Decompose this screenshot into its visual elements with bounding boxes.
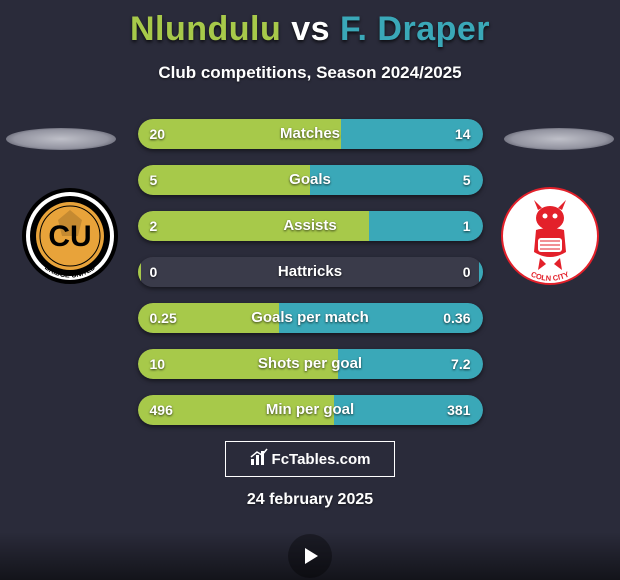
stat-label: Shots per goal <box>138 349 483 379</box>
comparison-title: Nlundulu vs F. Draper <box>0 0 620 49</box>
subtitle: Club competitions, Season 2024/2025 <box>0 63 620 83</box>
svg-text:CU: CU <box>48 220 91 253</box>
vs-separator: vs <box>291 10 330 48</box>
video-overlay <box>0 532 620 580</box>
cambridge-united-badge: CU BRIDGE UNITED <box>20 186 120 286</box>
fctables-logo[interactable]: FcTables.com <box>225 441 395 477</box>
stat-label: Goals <box>138 165 483 195</box>
stat-row: 107.2Shots per goal <box>138 349 483 379</box>
stat-row: 2014Matches <box>138 119 483 149</box>
lincoln-city-badge: COLN CITY <box>500 186 600 286</box>
chart-icon <box>250 448 268 471</box>
stat-row: 55Goals <box>138 165 483 195</box>
stat-row: 21Assists <box>138 211 483 241</box>
play-button[interactable] <box>288 534 332 578</box>
player2-name: F. Draper <box>340 10 490 48</box>
stat-row: 0.250.36Goals per match <box>138 303 483 333</box>
stat-label: Assists <box>138 211 483 241</box>
shadow-ellipse-left <box>6 128 116 150</box>
stat-row: 496381Min per goal <box>138 395 483 425</box>
stat-label: Matches <box>138 119 483 149</box>
stat-label: Goals per match <box>138 303 483 333</box>
play-icon <box>299 545 321 567</box>
shadow-ellipse-right <box>504 128 614 150</box>
date-label: 24 february 2025 <box>0 491 620 509</box>
logo-text: FcTables.com <box>272 451 371 468</box>
stats-container: 2014Matches 55Goals 21Assists 00Hattricks 0.… <box>138 119 483 425</box>
stat-label: Min per goal <box>138 395 483 425</box>
player1-name: Nlundulu <box>130 10 281 48</box>
stat-row: 00Hattricks <box>138 257 483 287</box>
stat-label: Hattricks <box>138 257 483 287</box>
